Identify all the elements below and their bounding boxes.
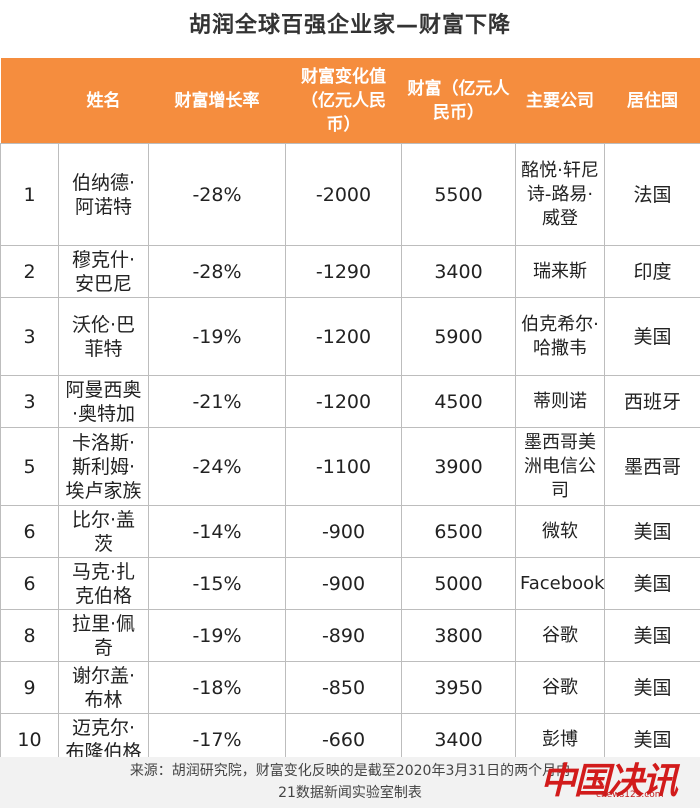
cell-change: -1100 <box>285 427 402 506</box>
cell-change: -1290 <box>285 245 402 298</box>
header-country: 居住国 <box>604 58 700 144</box>
cell-name: 马克·扎克伯格 <box>58 557 149 610</box>
cell-change: -1200 <box>285 375 402 428</box>
cell-wealth: 3900 <box>401 427 516 506</box>
cell-country: 美国 <box>604 609 700 662</box>
header-company: 主要公司 <box>515 58 605 144</box>
table-header-row: 姓名 财富增长率 财富变化值（亿元人民币） 财富（亿元人民币） 主要公司 居住国 <box>0 58 700 144</box>
table-row: 5 卡洛斯·斯利姆·埃卢家族 -24% -1100 3900 墨西哥美洲电信公司 墨西哥 <box>0 427 700 506</box>
footer-source: 来源：胡润研究院，财富变化反映的是截至2020年3月31日的两个月内 21数据新… <box>0 757 700 808</box>
cell-rank: 3 <box>0 297 59 376</box>
cell-growth: -14% <box>148 505 286 558</box>
page-title: 胡润全球百强企业家—财富下降 <box>188 13 511 38</box>
cell-rank: 1 <box>0 143 59 246</box>
cell-rank: 3 <box>0 375 59 428</box>
cell-country: 美国 <box>604 557 700 610</box>
cell-country: 印度 <box>604 245 700 298</box>
cell-wealth: 5000 <box>401 557 516 610</box>
cell-wealth: 6500 <box>401 505 516 558</box>
cell-company: 谷歌 <box>515 609 605 662</box>
cell-growth: -18% <box>148 661 286 714</box>
cell-country: 墨西哥 <box>604 427 700 506</box>
cell-change: -2000 <box>285 143 402 246</box>
cell-name: 比尔·盖茨 <box>58 505 149 558</box>
table-row: 8 拉里·佩奇 -19% -890 3800 谷歌 美国 <box>0 609 700 662</box>
cell-growth: -28% <box>148 245 286 298</box>
footer-credit-line: 21数据新闻实验室制表 <box>278 785 422 801</box>
table-row: 6 比尔·盖茨 -14% -900 6500 微软 美国 <box>0 505 700 558</box>
cell-change: -900 <box>285 505 402 558</box>
header-name: 姓名 <box>58 58 149 144</box>
cell-change: -890 <box>285 609 402 662</box>
cell-growth: -19% <box>148 609 286 662</box>
cell-country: 美国 <box>604 297 700 376</box>
cell-growth: -24% <box>148 427 286 506</box>
cell-name: 谢尔盖·布林 <box>58 661 149 714</box>
cell-country: 美国 <box>604 661 700 714</box>
cell-company: Facebook <box>515 557 605 610</box>
table-row: 9 谢尔盖·布林 -18% -850 3950 谷歌 美国 <box>0 661 700 714</box>
cell-country: 法国 <box>604 143 700 246</box>
header-change: 财富变化值（亿元人民币） <box>285 58 402 144</box>
cell-rank: 6 <box>0 557 59 610</box>
cell-rank: 9 <box>0 661 59 714</box>
cell-name: 穆克什·安巴尼 <box>58 245 149 298</box>
cell-company: 伯克希尔·哈撒韦 <box>515 297 605 376</box>
cell-company: 酩悦·轩尼诗-路易·威登 <box>515 143 605 246</box>
header-growth: 财富增长率 <box>148 58 286 144</box>
cell-rank: 6 <box>0 505 59 558</box>
cell-company: 微软 <box>515 505 605 558</box>
table-row: 3 沃伦·巴菲特 -19% -1200 5900 伯克希尔·哈撒韦 美国 <box>0 297 700 376</box>
cell-wealth: 5900 <box>401 297 516 376</box>
cell-company: 蒂则诺 <box>515 375 605 428</box>
header-wealth: 财富（亿元人民币） <box>401 58 516 144</box>
cell-name: 拉里·佩奇 <box>58 609 149 662</box>
cell-wealth: 5500 <box>401 143 516 246</box>
cell-change: -1200 <box>285 297 402 376</box>
cell-wealth: 4500 <box>401 375 516 428</box>
wealth-table: 姓名 财富增长率 财富变化值（亿元人民币） 财富（亿元人民币） 主要公司 居住国… <box>0 58 700 766</box>
cell-name: 伯纳德·阿诺特 <box>58 143 149 246</box>
cell-growth: -28% <box>148 143 286 246</box>
cell-growth: -21% <box>148 375 286 428</box>
header-rank <box>0 58 59 144</box>
cell-name: 卡洛斯·斯利姆·埃卢家族 <box>58 427 149 506</box>
cell-company: 谷歌 <box>515 661 605 714</box>
cell-growth: -19% <box>148 297 286 376</box>
cell-wealth: 3800 <box>401 609 516 662</box>
cell-name: 沃伦·巴菲特 <box>58 297 149 376</box>
footer-source-line: 来源：胡润研究院，财富变化反映的是截至2020年3月31日的两个月内 <box>129 763 571 779</box>
cell-wealth: 3950 <box>401 661 516 714</box>
cell-company: 瑞来斯 <box>515 245 605 298</box>
table-row: 2 穆克什·安巴尼 -28% -1290 3400 瑞来斯 印度 <box>0 245 700 298</box>
cell-growth: -15% <box>148 557 286 610</box>
cell-country: 美国 <box>604 505 700 558</box>
cell-change: -900 <box>285 557 402 610</box>
table-row: 3 阿曼西奥·奥特加 -21% -1200 4500 蒂则诺 西班牙 <box>0 375 700 428</box>
cell-wealth: 3400 <box>401 245 516 298</box>
cell-name: 阿曼西奥·奥特加 <box>58 375 149 428</box>
cell-rank: 8 <box>0 609 59 662</box>
table-row: 6 马克·扎克伯格 -15% -900 5000 Facebook 美国 <box>0 557 700 610</box>
cell-country: 西班牙 <box>604 375 700 428</box>
cell-change: -850 <box>285 661 402 714</box>
table-row: 1 伯纳德·阿诺特 -28% -2000 5500 酩悦·轩尼诗-路易·威登 法国 <box>0 143 700 246</box>
cell-rank: 2 <box>0 245 59 298</box>
cell-rank: 5 <box>0 427 59 506</box>
cell-company: 墨西哥美洲电信公司 <box>515 427 605 506</box>
